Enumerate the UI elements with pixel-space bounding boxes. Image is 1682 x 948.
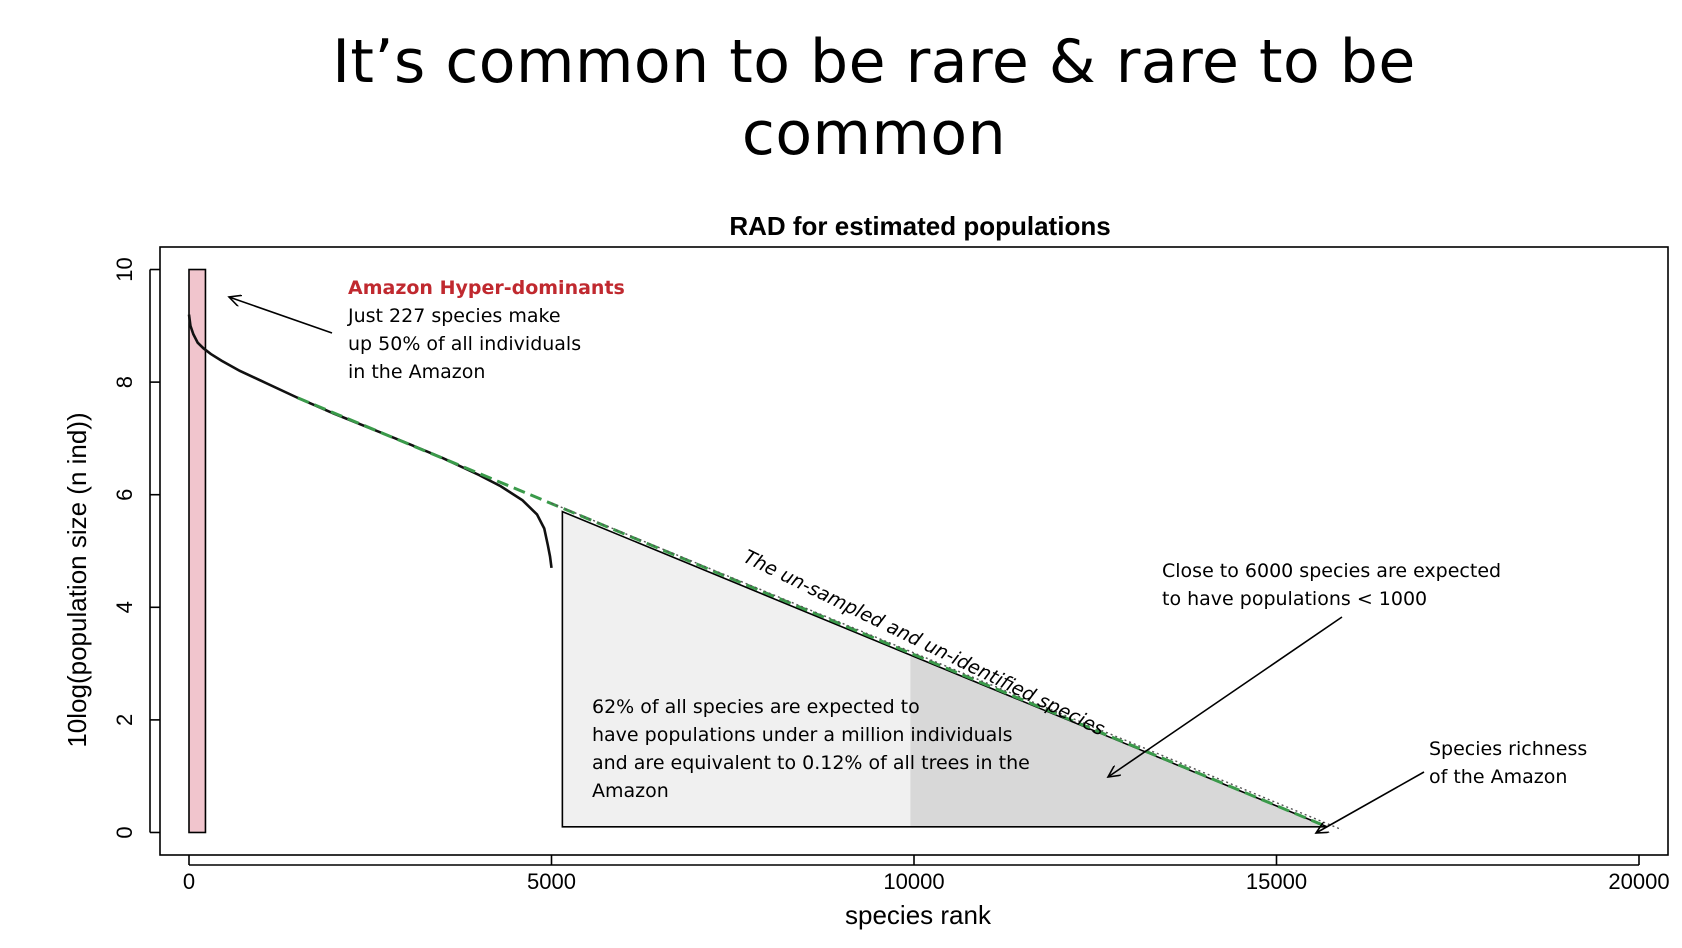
x-axis-label: species rank [845, 900, 992, 930]
x-tick-label-0: 0 [183, 869, 195, 894]
annotation-pct-line-1: 62% of all species are expected to [592, 696, 920, 718]
triangle-outline [561, 510, 1328, 828]
annotation-hyper-line-1: Just 227 species make [347, 305, 561, 327]
triangle-region-light [562, 511, 911, 827]
y-tick-label-3: 6 [112, 489, 137, 501]
y-tick-label-0: 0 [112, 826, 137, 838]
x-tick-label-4: 20000 [1608, 869, 1669, 894]
y-tick-label-4: 8 [112, 376, 137, 388]
chart-title: RAD for estimated populations [729, 211, 1110, 241]
x-tick-label-2: 10000 [883, 869, 944, 894]
annotation-hyper-line-2: up 50% of all individuals [348, 333, 581, 355]
annotation-pct-line-2: have populations under a million individ… [592, 724, 1013, 746]
slide-title-line-2: common [741, 99, 1007, 169]
annotation-close-line-1: Close to 6000 species are expected [1162, 560, 1501, 582]
x-tick-label-3: 15000 [1246, 869, 1307, 894]
arrow-close-to-6000 [1108, 616, 1343, 777]
annotation-hyper-title: Amazon Hyper-dominants [348, 277, 625, 299]
y-tick-label-2: 4 [112, 601, 137, 613]
annotation-pct-line-4: Amazon [592, 780, 669, 802]
slide-title: It’s common to be rare & rare to be comm… [0, 26, 1682, 170]
annotation-hyper-line-3: in the Amazon [348, 361, 485, 383]
annotation-close-line-2: to have populations < 1000 [1162, 588, 1427, 610]
annotation-pct-line-3: and are equivalent to 0.12% of all trees… [592, 752, 1030, 774]
y-tick-label-1: 2 [112, 714, 137, 726]
y-axis-label: 10log(population size (n ind)) [62, 412, 92, 747]
y-tick-label-5: 10 [112, 257, 137, 281]
annotation-richness-line-1: Species richness [1429, 738, 1587, 760]
x-tick-label-1: 5000 [527, 869, 576, 894]
arrow-species-richness [1316, 771, 1425, 833]
arrow-hyper-dominants [229, 297, 333, 334]
annotation-richness-line-2: of the Amazon [1429, 766, 1567, 788]
hyper-dominant-bar [188, 268, 207, 834]
estimated-rad-dashed-line [297, 396, 1328, 829]
slide-title-line-1: It’s common to be rare & rare to be [332, 27, 1416, 97]
